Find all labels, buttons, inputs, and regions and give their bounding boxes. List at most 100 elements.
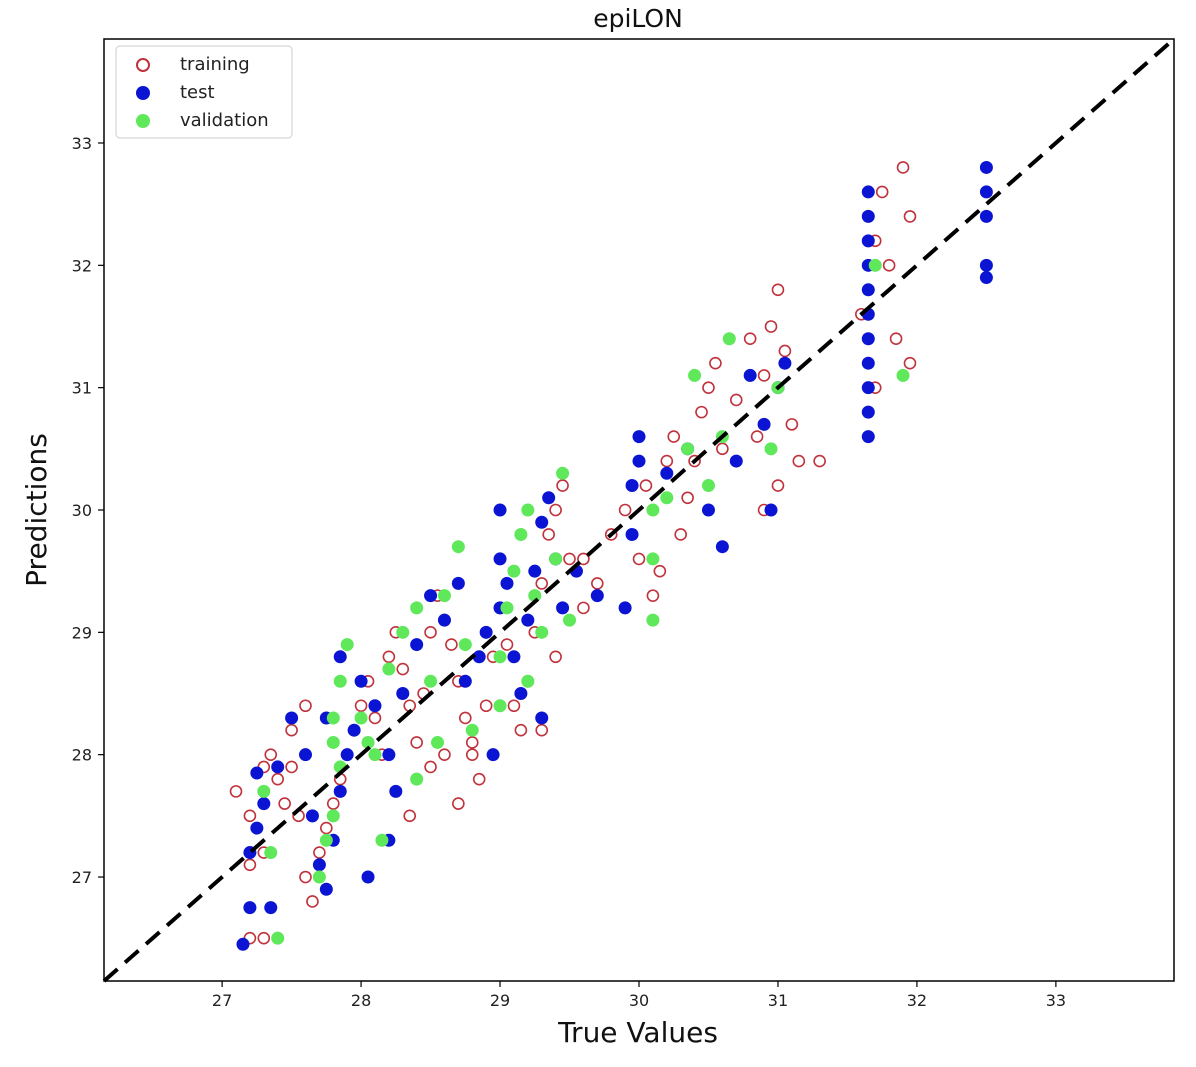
validation-point <box>896 368 910 382</box>
test-point <box>861 332 875 346</box>
validation-point <box>271 931 285 945</box>
test-point <box>979 209 993 223</box>
training-point <box>813 454 826 468</box>
validation-point <box>701 479 715 493</box>
test-point <box>458 674 472 688</box>
training-point <box>500 638 514 651</box>
training-point <box>514 723 528 737</box>
validation-point <box>521 503 535 517</box>
test-point <box>535 515 549 529</box>
validation-point <box>319 833 333 847</box>
test-point <box>305 809 319 823</box>
test-point <box>361 870 375 884</box>
training-point <box>299 699 312 713</box>
validation-point <box>646 552 660 566</box>
test-point <box>861 283 875 297</box>
training-point <box>465 736 479 749</box>
training-point <box>243 858 257 872</box>
test-point <box>764 503 778 517</box>
training-point <box>681 491 694 505</box>
validation-point <box>514 527 528 541</box>
test-point <box>250 821 264 835</box>
training-point <box>882 259 896 272</box>
validation-point <box>326 735 340 749</box>
training-point <box>403 809 417 823</box>
legend-box <box>115 45 293 139</box>
training-point <box>507 699 521 713</box>
test-point <box>757 417 771 431</box>
validation-point <box>563 613 577 627</box>
series-validation <box>257 258 910 945</box>
training-point <box>410 736 423 749</box>
training-point <box>785 418 799 431</box>
x-tick-label: 30 <box>629 991 649 1010</box>
validation-point <box>646 613 660 627</box>
test-point <box>472 650 486 664</box>
legend-label-test: test <box>180 82 215 103</box>
validation-point <box>458 638 472 652</box>
series-training <box>229 161 917 945</box>
validation-point <box>681 442 695 456</box>
training-point <box>653 564 667 578</box>
test-point <box>625 527 639 541</box>
test-point <box>396 687 410 701</box>
test-point <box>861 209 875 223</box>
training-point <box>667 430 681 443</box>
training-point <box>299 870 312 884</box>
training-point <box>368 711 382 725</box>
training-point <box>702 381 715 394</box>
training-point <box>757 369 771 382</box>
test-point <box>715 540 729 554</box>
legend-label-validation: validation <box>180 110 269 131</box>
test-point <box>333 784 347 798</box>
test-point <box>861 185 875 199</box>
y-tick-label: 29 <box>72 623 92 642</box>
test-point <box>347 723 361 737</box>
test-point <box>861 381 875 395</box>
test-point <box>625 479 639 493</box>
validation-point <box>556 466 570 480</box>
validation-point <box>493 650 507 664</box>
validation-point <box>465 723 479 737</box>
training-point <box>452 797 465 810</box>
x-tick-label: 29 <box>490 991 510 1010</box>
test-point <box>542 491 556 505</box>
training-point <box>764 320 778 333</box>
training-point <box>479 699 493 713</box>
training-point <box>639 479 653 492</box>
training-point <box>750 430 764 443</box>
training-point <box>243 809 257 823</box>
validation-point <box>340 638 354 652</box>
y-tick-label: 32 <box>72 256 92 275</box>
test-point <box>298 748 312 762</box>
training-point <box>424 760 437 774</box>
test-point <box>778 356 792 370</box>
training-point <box>660 454 674 468</box>
test-point <box>410 638 424 652</box>
training-point <box>382 650 396 664</box>
test-point <box>618 601 632 615</box>
test-point <box>451 576 465 590</box>
test-point <box>979 271 993 285</box>
training-point <box>458 711 472 725</box>
test-point <box>632 454 646 468</box>
validation-point <box>326 711 340 725</box>
chart-title: epiLON <box>593 4 683 33</box>
validation-point <box>312 870 326 884</box>
test-point <box>333 650 347 664</box>
test-point <box>264 901 278 915</box>
training-point <box>549 503 562 517</box>
test-point <box>514 687 528 701</box>
validation-point <box>333 674 347 688</box>
training-point <box>535 577 549 590</box>
training-point <box>896 161 910 174</box>
validation-point <box>688 368 702 382</box>
test-point <box>521 613 535 627</box>
x-tick-label: 27 <box>212 991 232 1010</box>
series-test <box>236 160 993 951</box>
y-tick-label: 28 <box>72 746 92 765</box>
training-point <box>326 797 340 810</box>
test-point <box>257 797 271 811</box>
